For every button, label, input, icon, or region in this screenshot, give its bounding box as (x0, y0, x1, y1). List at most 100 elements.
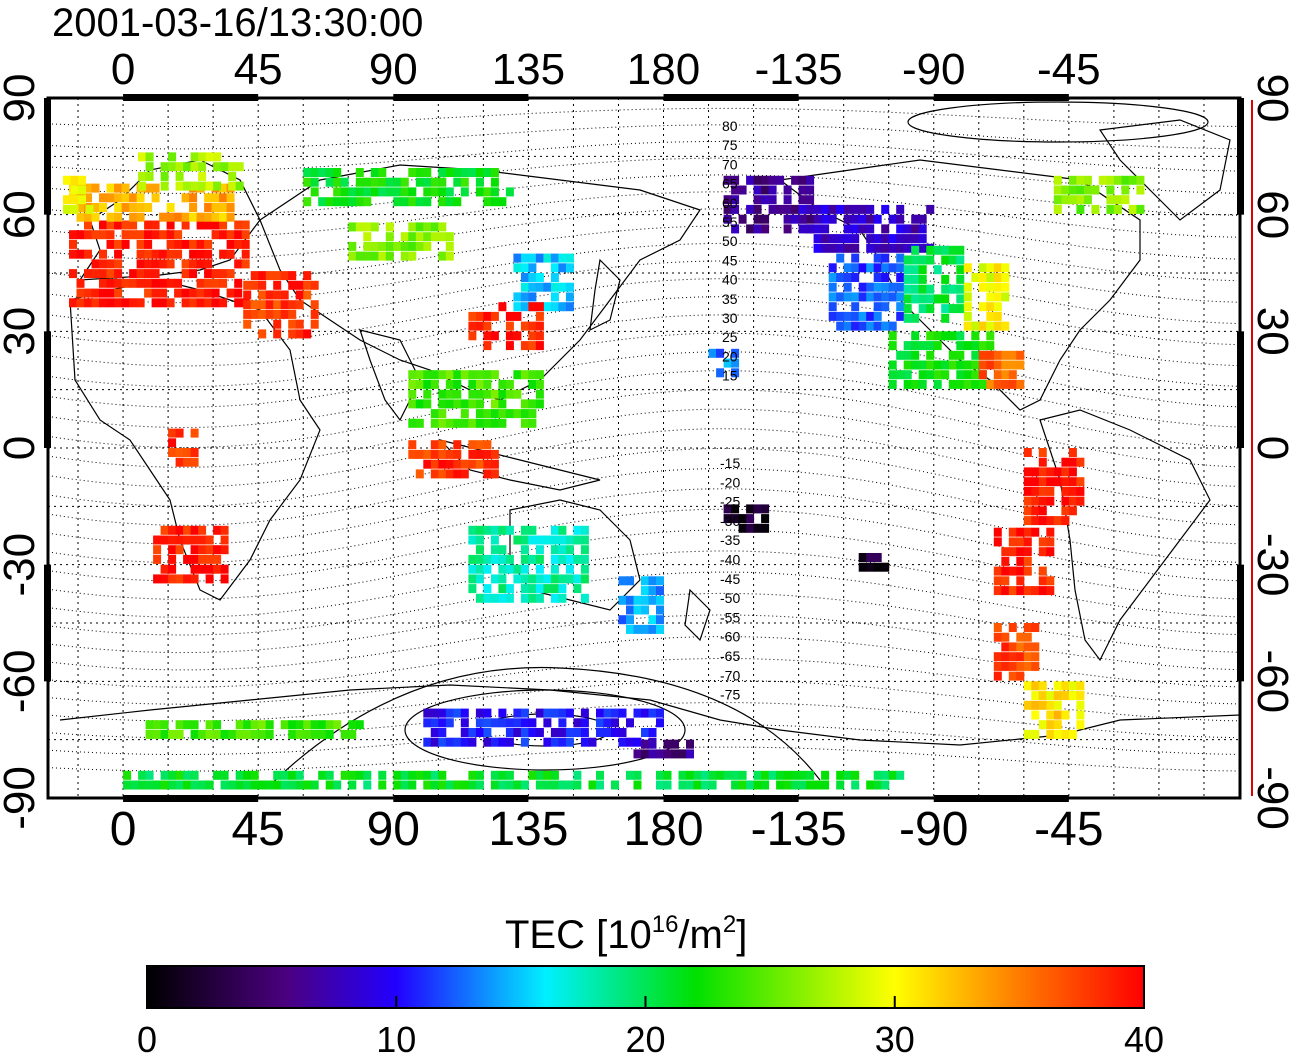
tec-cell-europe (99, 259, 107, 269)
tec-cell-antarctic-rim (573, 770, 582, 780)
tec-cell-antarctica-1 (596, 708, 604, 718)
tec-cell-atlantic-isl (70, 175, 79, 185)
tec-cell-patagonia (1023, 642, 1032, 652)
tec-cell-argentina (1001, 547, 1010, 557)
right-lat-label: 30 (1248, 307, 1292, 356)
tec-cell-argentina (1016, 586, 1025, 596)
tec-cell-antarctic-rim (881, 780, 890, 790)
tec-cell-japan-north (528, 273, 537, 282)
tec-cell-se-asia (460, 418, 469, 428)
tec-cell-indonesia (468, 459, 477, 469)
tec-cell-antarctica-3 (213, 720, 222, 730)
tec-cell-east-china (483, 331, 492, 341)
frame-bar-left (44, 564, 51, 682)
bottom-lon-label: -45 (1034, 803, 1103, 856)
tec-cell-usa-west (866, 311, 875, 321)
tec-cell-caribbean (986, 350, 995, 360)
tec-cell-argentina (1038, 566, 1047, 576)
tec-cell-canada (806, 204, 815, 214)
tec-cell-antarctic-rim (686, 770, 694, 780)
tec-cell-europe-north (136, 203, 145, 212)
tec-cell-scandinavia (190, 152, 199, 162)
frame-bar-top (663, 94, 799, 101)
tec-cell-south-africa (153, 554, 162, 564)
top-lon-label: -135 (755, 45, 843, 94)
tec-cell-canada (926, 204, 935, 214)
tec-cell-brazil (1031, 477, 1040, 487)
tec-cell-antarctica-3 (153, 720, 162, 730)
tec-cell-greenland (1068, 175, 1077, 185)
tec-cell-australia (580, 593, 589, 603)
tec-cell-antarctic-pen (1053, 700, 1062, 710)
tec-cell-australia (543, 574, 552, 584)
tec-cell-antarctic-pen (1068, 729, 1077, 739)
tec-cell-antarctica-3 (190, 720, 199, 730)
tec-cell-siberia (438, 177, 447, 187)
tec-cell-antarctic-rim (175, 770, 184, 780)
tec-cell-east-china (513, 331, 522, 341)
tec-cell-scandinavia (228, 171, 237, 181)
tec-cell-australia (535, 584, 544, 594)
tec-cell-australia (558, 535, 567, 545)
tec-cell-usa-west (881, 292, 890, 302)
tec-cell-usa-central (903, 274, 912, 284)
tec-cell-central-asia (393, 241, 402, 251)
tec-cell-australia (550, 554, 559, 564)
tec-cell-australia (535, 554, 544, 564)
tec-cell-australia (483, 564, 492, 574)
tec-cell-antarctica-1 (513, 718, 522, 728)
tec-cell-antarctica-1 (460, 708, 469, 718)
tec-cell-antarctica-1 (580, 728, 589, 737)
tec-cell-antarctica-1 (445, 737, 454, 747)
tec-cell-europe (181, 269, 190, 279)
tec-cell-usa-west (881, 273, 890, 282)
tec-cell-central-asia (415, 241, 424, 251)
tec-cell-australia (483, 525, 492, 535)
tec-cell-europe (76, 288, 85, 298)
tec-cell-caribbean (1001, 379, 1010, 389)
right-lat-label: 90 (1248, 74, 1292, 123)
tec-cell-usa-central (911, 255, 920, 265)
tec-cell-mideast (288, 319, 297, 329)
bottom-lon-label: 180 (623, 803, 703, 856)
tec-cell-usa-west (851, 273, 860, 282)
tec-cell-usa-west (873, 311, 882, 321)
mag-contour (48, 174, 1238, 216)
tec-cell-europe (99, 278, 107, 288)
tec-cell-antarctic-rim (791, 780, 800, 790)
tec-cell-greenland (1076, 185, 1085, 195)
tec-cell-se-asia (445, 399, 454, 409)
tec-cell-australia (528, 574, 537, 584)
tec-cell-australia (550, 535, 559, 545)
tec-cell-mideast (273, 271, 282, 281)
tec-cell-siberia (475, 168, 484, 177)
tec-cell-antarctica-1 (633, 737, 642, 747)
frame-bar-top (123, 94, 259, 101)
tec-cell-greenland (1068, 195, 1077, 205)
tec-cell-indonesia (415, 449, 424, 459)
right-latitude-labels: 9060300-30-60-90 (1248, 74, 1292, 830)
tec-cell-scandinavia (190, 162, 199, 172)
tec-cell-siberia (423, 187, 432, 197)
tec-cell-central-asia (408, 251, 417, 261)
tec-cell-usa-west (851, 263, 860, 273)
tec-cell-antarctica-2 (648, 739, 657, 749)
tec-cell-antarctica-1 (618, 728, 627, 737)
tec-cell-central-asia (385, 241, 394, 251)
tec-cell-antarctic-pen (1046, 691, 1055, 701)
tec-cell-antarctic-rim (258, 780, 267, 790)
tec-cell-east-china (468, 331, 477, 341)
tec-cell-siberia (415, 177, 424, 187)
colorbar-label-suffix: ] (736, 913, 747, 957)
tec-cell-caribbean (1008, 350, 1017, 360)
tec-cell-se-asia (475, 379, 484, 389)
tec-cell-se-asia (445, 379, 454, 389)
contour-label: -75 (720, 687, 740, 703)
tec-cell-brazil (1061, 457, 1070, 467)
tec-cell-europe (226, 288, 235, 298)
tec-cell-alaska (746, 204, 755, 214)
tec-cell-greenland (1053, 185, 1062, 195)
tec-cell-siberia (355, 168, 364, 177)
tec-cell-east-china (505, 341, 514, 351)
coast-antarctica (59, 684, 1240, 746)
